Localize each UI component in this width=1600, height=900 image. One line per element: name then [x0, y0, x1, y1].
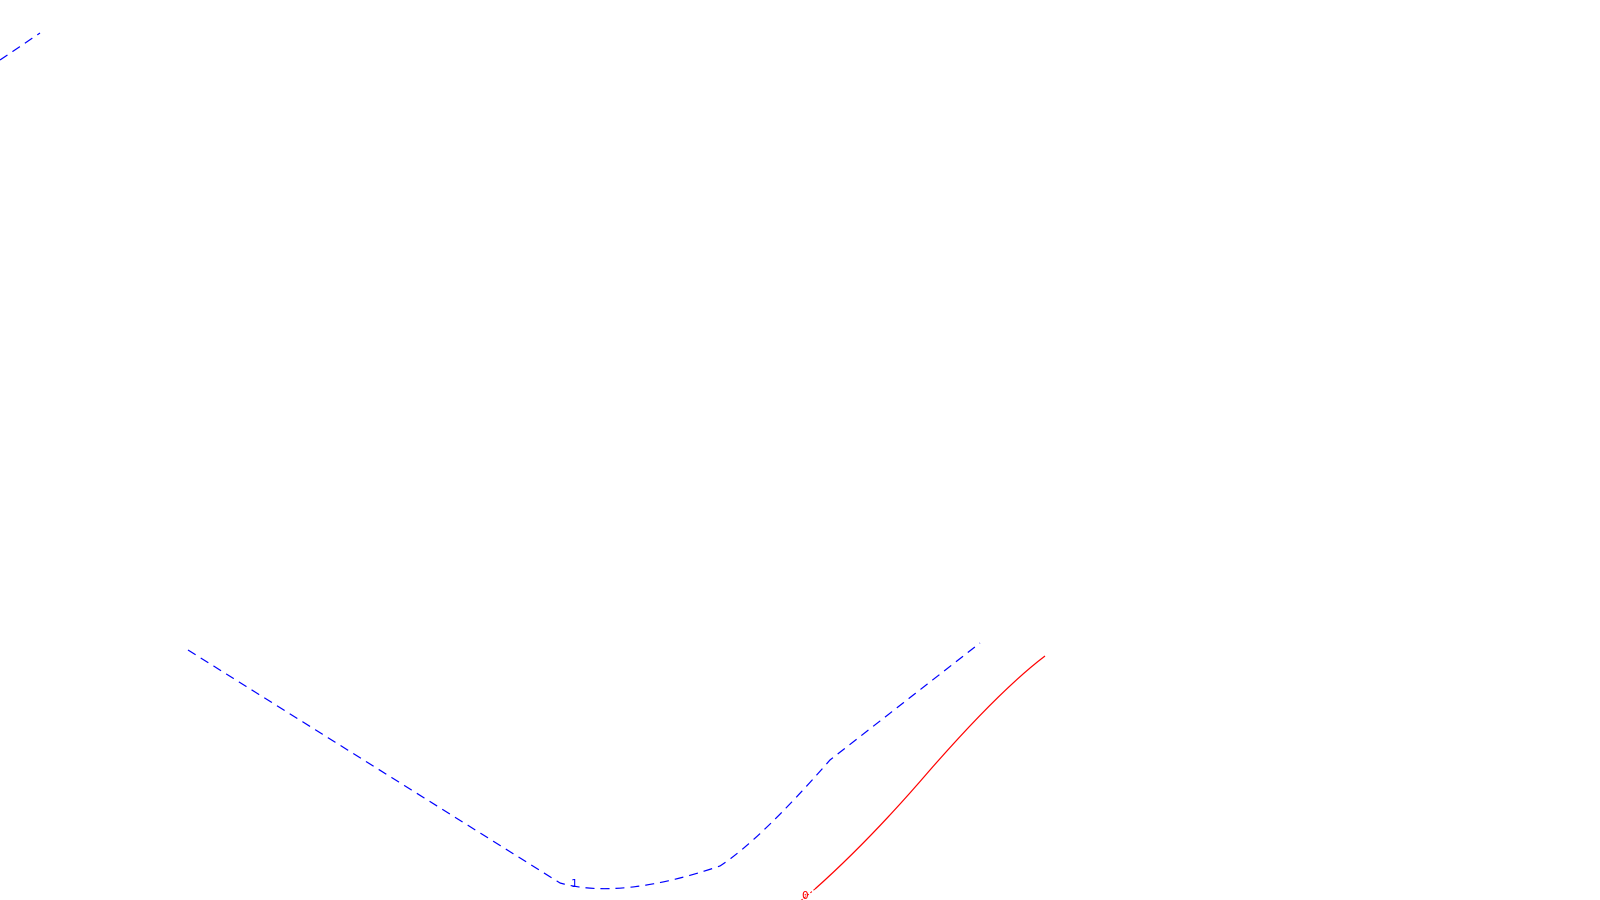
path-0-line [814, 655, 1046, 890]
path-0-label: 0 [802, 889, 809, 900]
path-1-label: 1 [571, 877, 578, 890]
path-1-curve [187, 642, 981, 890]
path-1-fragment-top-left [0, 32, 41, 61]
